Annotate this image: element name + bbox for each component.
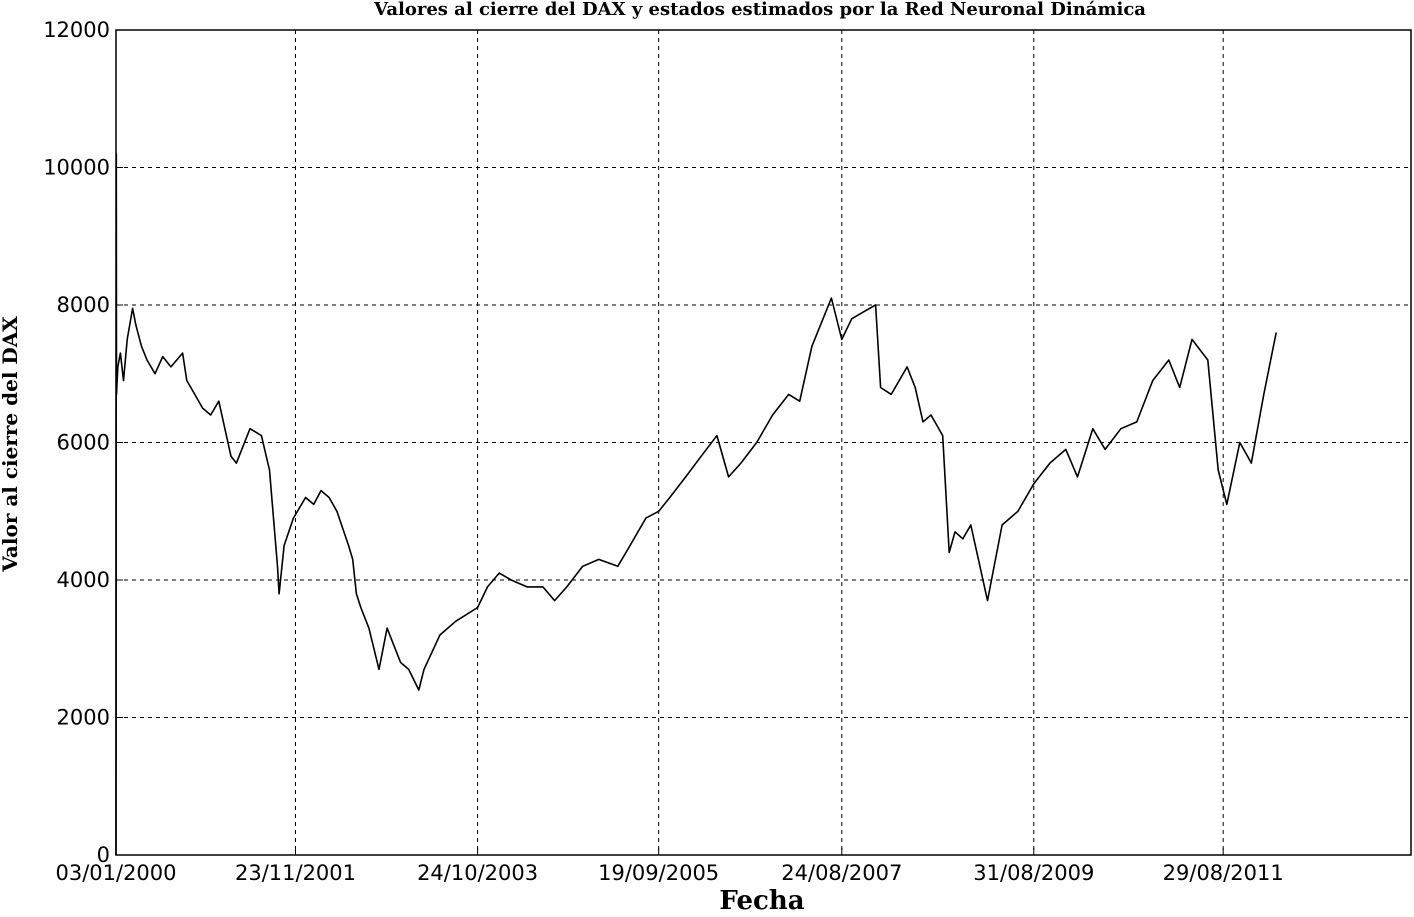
- series-line-0: [115, 153, 1277, 856]
- y-tick-label: 12000: [43, 18, 110, 42]
- x-tick-label: 23/11/2001: [235, 861, 356, 885]
- chart-title: Valores al cierre del DAX y estados esti…: [373, 0, 1146, 20]
- series-layer: [115, 153, 1277, 856]
- y-tick-label: 10000: [43, 156, 110, 180]
- x-tick-label: 24/08/2007: [781, 861, 902, 885]
- x-tick-label: 24/10/2003: [417, 861, 538, 885]
- y-tick-label: 4000: [57, 568, 110, 592]
- y-tick-label: 8000: [57, 293, 110, 317]
- y-tick-label: 0: [97, 843, 110, 867]
- y-tick-label: 6000: [57, 431, 110, 455]
- plot-frame: [115, 29, 1412, 856]
- x-axis-label: Fecha: [719, 886, 804, 912]
- y-axis-label: Valor al cierre del DAX: [0, 316, 22, 573]
- x-tick-label: 29/08/2011: [1163, 861, 1284, 885]
- x-tick-label: 03/01/2000: [55, 861, 176, 885]
- x-tick-label: 31/08/2009: [973, 861, 1094, 885]
- grid-lines: [116, 30, 1411, 855]
- axis-ticks: 0 2000 4000 6000 8000 10000 12000 03/01/2000 23/…: [43, 18, 1284, 885]
- y-tick-label: 2000: [57, 706, 110, 730]
- x-tick-label: 19/09/2005: [598, 861, 719, 885]
